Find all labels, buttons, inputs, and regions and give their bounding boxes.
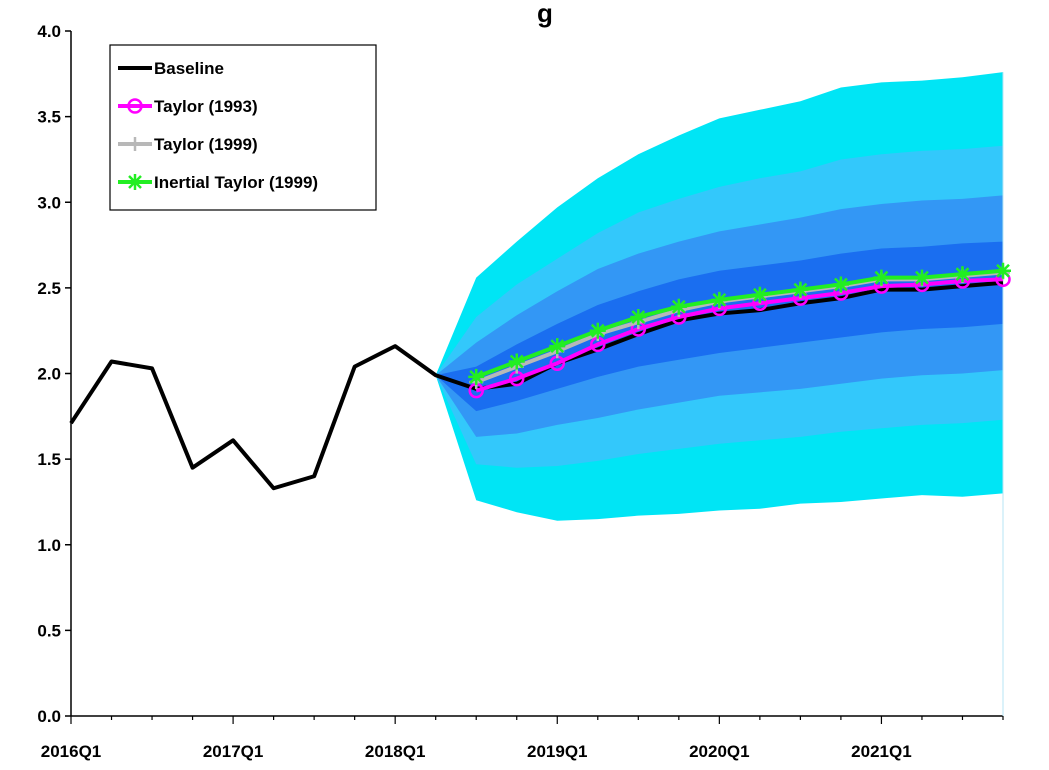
x-tick-label: 2018Q1 xyxy=(365,742,426,761)
y-tick-label: 2.5 xyxy=(37,279,61,298)
y-tick-label: 1.5 xyxy=(37,450,61,469)
series-inertial-taylor-1999 xyxy=(468,262,1011,385)
series-point xyxy=(670,298,687,315)
y-tick-label: 0.0 xyxy=(37,707,61,726)
legend-label: Taylor (1999) xyxy=(154,135,258,154)
y-tick-label: 0.5 xyxy=(37,621,61,640)
series-point xyxy=(792,281,809,298)
chart-title: g xyxy=(537,0,553,28)
y-tick-label: 3.0 xyxy=(37,193,61,212)
x-tick-label: 2017Q1 xyxy=(203,742,264,761)
legend-item: Inertial Taylor (1999) xyxy=(118,173,318,192)
series-point xyxy=(913,269,930,286)
series-point xyxy=(589,322,606,339)
y-tick-label: 2.0 xyxy=(37,365,61,384)
series-point xyxy=(832,276,849,293)
series-point xyxy=(954,266,971,283)
x-tick-label: 2021Q1 xyxy=(851,742,912,761)
y-tick-label: 4.0 xyxy=(37,22,61,41)
axes: 0.0 0.5 1.0 1.5 2.0 2.5 3.0 3.5 4.0 2016Q1 2017Q1 2… xyxy=(37,22,1004,761)
series-point xyxy=(995,262,1011,279)
legend-marker xyxy=(127,98,143,114)
legend-label: Inertial Taylor (1999) xyxy=(154,173,318,192)
legend-box xyxy=(109,44,377,211)
x-tick-label: 2016Q1 xyxy=(41,742,102,761)
series-point xyxy=(751,286,768,303)
series-point xyxy=(630,308,647,325)
legend-label: Taylor (1993) xyxy=(154,97,258,116)
x-tick-label: 2019Q1 xyxy=(527,742,588,761)
series-point xyxy=(508,353,525,370)
legend-item: Taylor (1993) xyxy=(118,97,258,116)
series-group xyxy=(69,262,1011,491)
series-point xyxy=(873,269,890,286)
legend-item: Baseline xyxy=(118,59,224,78)
legend-item: Taylor (1999) xyxy=(118,135,258,154)
legend-marker xyxy=(128,137,142,151)
x-tick-label: 2020Q1 xyxy=(689,742,750,761)
series-point xyxy=(711,291,728,308)
y-tick-label: 3.5 xyxy=(37,108,61,127)
y-tick-label: 1.0 xyxy=(37,536,61,555)
legend: Baseline Taylor (1993) Taylor (1999) Inerti… xyxy=(109,44,377,211)
series-point xyxy=(468,368,485,385)
legend-label: Baseline xyxy=(154,59,224,78)
legend-marker xyxy=(127,174,143,190)
series-point xyxy=(549,338,566,355)
